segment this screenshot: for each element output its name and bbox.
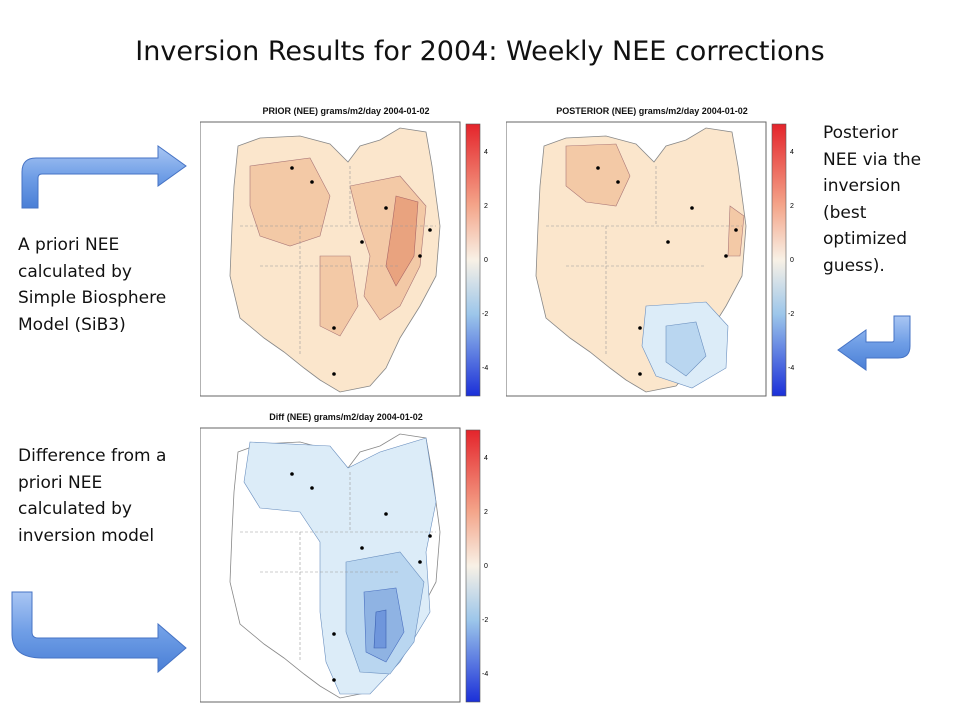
colorbar-tick: 0 (790, 257, 794, 264)
colorbar-tick: -4 (482, 365, 488, 372)
diff-caption-line: priori NEE (18, 472, 103, 493)
posterior-map-title: POSTERIOR (NEE) grams/m2/day 2004-01-02 (556, 106, 748, 116)
diff-caption-line: Difference from a (18, 446, 167, 466)
prior-caption-line: calculated by (18, 261, 132, 282)
prior-map-panel: PRIOR (NEE) grams/m2/day 2004-01-02 4 2 … (200, 106, 492, 398)
posterior-caption-line: inversion (823, 176, 901, 196)
posterior-caption-line: NEE via the (823, 149, 922, 170)
prior-map: 4 2 0 -2 -4 (200, 121, 488, 397)
colorbar-tick: -2 (482, 311, 488, 318)
prior-caption-line: Simple Biosphere (18, 288, 167, 308)
diff-caption-line: calculated by (18, 499, 132, 519)
prior-caption-line: Model (SiB3) (18, 314, 126, 335)
colorbar-tick: 4 (484, 149, 488, 156)
diff-caption: Difference from a priori NEE calculated … (18, 443, 166, 549)
arrow-right-bottom-icon (11, 591, 187, 674)
arrow-right-top-icon (21, 145, 187, 209)
posterior-caption-line: optimized (823, 229, 908, 249)
colorbar-tick: -2 (788, 311, 794, 318)
colorbar-tick: 0 (484, 563, 488, 570)
colorbar-tick: 4 (790, 149, 794, 156)
posterior-caption: Posterior NEE via the inversion (best op… (823, 120, 921, 279)
arrow-left-right-icon (837, 315, 911, 371)
posterior-caption-line: (best (823, 202, 867, 223)
colorbar-tick: 2 (790, 203, 794, 210)
diff-map: 4 2 0 -2 -4 (200, 427, 488, 703)
colorbar-tick: 2 (484, 203, 488, 210)
prior-map-title: PRIOR (NEE) grams/m2/day 2004-01-02 (262, 106, 430, 116)
prior-caption: A priori NEE calculated by Simple Biosph… (18, 232, 166, 338)
colorbar-tick: 2 (484, 509, 488, 516)
diff-map-title: Diff (NEE) grams/m2/day 2004-01-02 (269, 412, 423, 422)
colorbar-tick: -2 (482, 617, 488, 624)
colorbar-tick: -4 (482, 671, 488, 678)
colorbar-tick: -4 (788, 365, 794, 372)
posterior-caption-line: guess). (823, 255, 885, 276)
posterior-map: 4 2 0 -2 -4 (506, 121, 794, 397)
diff-caption-line: inversion model (18, 525, 155, 546)
colorbar-tick: 4 (484, 455, 488, 462)
posterior-map-panel: POSTERIOR (NEE) grams/m2/day 2004-01-02 … (506, 106, 798, 398)
prior-caption-line: A priori NEE (18, 235, 120, 255)
slide-title: Inversion Results for 2004: Weekly NEE c… (135, 36, 825, 67)
colorbar-tick: 0 (484, 257, 488, 264)
diff-map-panel: Diff (NEE) grams/m2/day 2004-01-02 4 2 0… (200, 412, 492, 704)
posterior-caption-line: Posterior (823, 123, 899, 143)
